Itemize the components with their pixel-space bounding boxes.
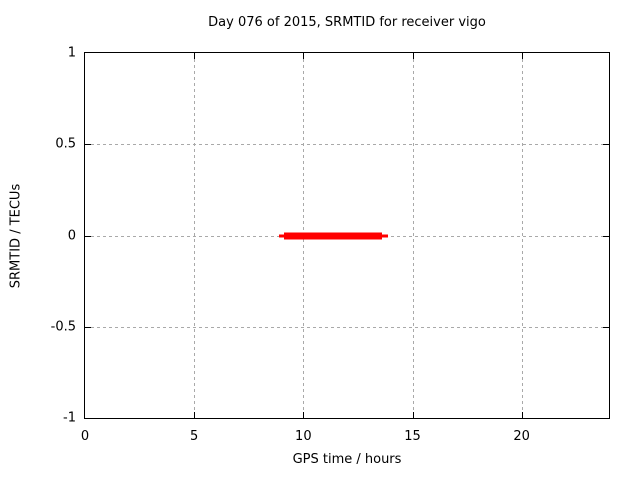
y-tick-mark-right	[603, 235, 609, 237]
x-tick-label: 20	[513, 429, 530, 444]
x-tick-label: 10	[295, 429, 312, 444]
series-segment	[283, 232, 382, 239]
y-tick-label: -0.5	[50, 319, 76, 335]
y-tick-label: 0	[67, 228, 76, 243]
horizontal-gridline	[85, 144, 609, 146]
horizontal-gridline	[85, 326, 609, 328]
x-tick-label: 5	[190, 429, 199, 444]
y-tick-mark-left	[85, 144, 91, 146]
y-tick-label: -1	[63, 410, 76, 426]
x-tick-mark-top	[194, 53, 196, 59]
x-tick-mark-top	[303, 53, 305, 59]
y-tick-mark-right	[603, 326, 609, 328]
x-tick-mark-bottom	[521, 412, 523, 418]
x-tick-mark-top	[412, 53, 414, 59]
x-axis-label: GPS time / hours	[292, 452, 402, 467]
x-tick-label: 15	[404, 429, 421, 444]
x-tick-mark-bottom	[412, 412, 414, 418]
y-tick-label: 1	[67, 45, 76, 61]
x-tick-label: 0	[80, 429, 90, 444]
y-tick-mark-right	[603, 144, 609, 146]
x-tick-mark-top	[521, 53, 523, 59]
y-tick-mark-left	[85, 326, 91, 328]
y-tick-mark-left	[85, 235, 91, 237]
x-tick-mark-bottom	[303, 412, 305, 418]
chart-title: Day 076 of 2015, SRMTID for receiver vig…	[208, 15, 486, 30]
x-tick-mark-bottom	[194, 412, 196, 418]
y-tick-label: 0.5	[55, 136, 76, 152]
plot-area: 0 5 10 15 20 1 0.5 0 -0.5 -1	[51, 46, 610, 444]
y-axis-label: SRMTID / TECUs	[8, 183, 24, 289]
